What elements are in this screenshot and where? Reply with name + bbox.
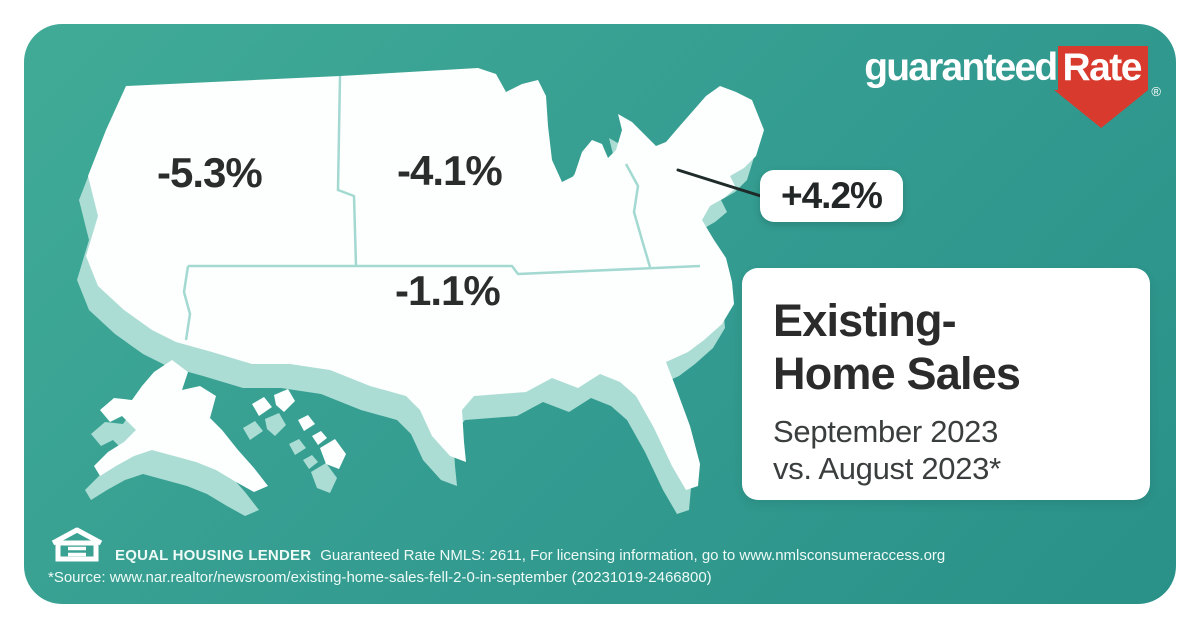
title-line-1: Existing- (773, 295, 957, 346)
equal-housing-lender-icon (51, 527, 103, 562)
info-card: Existing- Home Sales September 2023 vs. … (742, 268, 1150, 500)
brand-logo: guaranteed Rate ® (864, 46, 1161, 128)
northeast-callout-line (676, 168, 766, 199)
registered-trademark-symbol: ® (1151, 84, 1161, 99)
alaska-shape (94, 360, 268, 492)
equal-housing-lender-label: EQUAL HOUSING LENDER (115, 547, 312, 564)
region-value-west: -5.3% (157, 149, 263, 196)
brand-name-guaranteed: guaranteed (864, 46, 1058, 89)
subtitle-line-2: vs. August 2023* (773, 451, 1001, 486)
date-comparison: September 2023 vs. August 2023* (773, 413, 1120, 487)
source-citation: *Source: www.nar.realtor/newsroom/existi… (48, 569, 712, 586)
title-line-2: Home Sales (773, 348, 1021, 399)
mainland-shape (86, 68, 764, 490)
subtitle-line-1: September 2023 (773, 414, 999, 449)
region-value-midwest: -4.1% (397, 147, 503, 194)
down-arrow-icon (1054, 90, 1149, 128)
brand-rate-box: Rate ® (1054, 46, 1161, 128)
region-value-northeast-callout: +4.2% (760, 170, 903, 222)
map-land-layer (86, 68, 764, 492)
brand-name-rate: Rate (1062, 46, 1142, 89)
region-value-south: -1.1% (395, 267, 501, 314)
footer-disclosures: EQUAL HOUSING LENDER Guaranteed Rate NML… (48, 526, 945, 586)
page-title: Existing- Home Sales (773, 294, 1120, 400)
footer-license-row: EQUAL HOUSING LENDER Guaranteed Rate NML… (48, 526, 945, 564)
hawaii-islands (252, 397, 272, 416)
nmls-license-text: Guaranteed Rate NMLS: 2611, For licensin… (320, 547, 946, 564)
region-value-northeast: +4.2% (781, 175, 883, 216)
region-border-lines (182, 75, 701, 341)
